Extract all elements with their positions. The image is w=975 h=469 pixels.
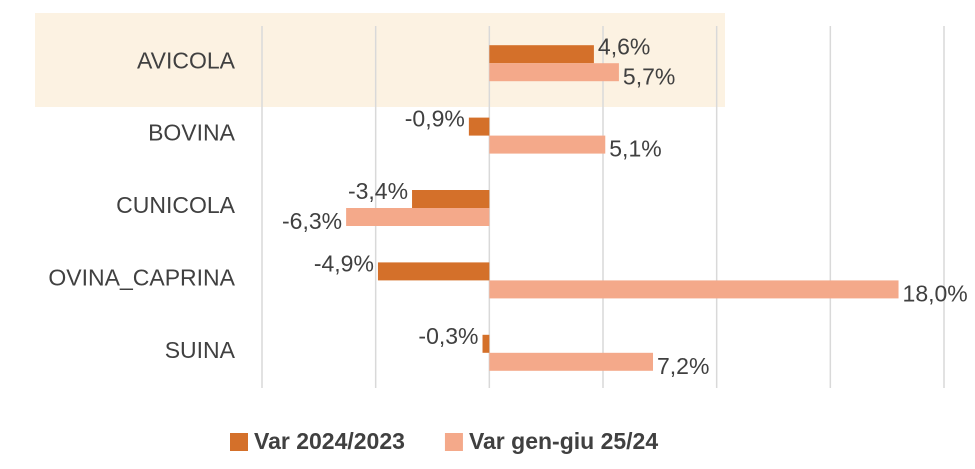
bar [489,352,654,371]
legend-swatch [230,433,248,451]
bar [489,45,594,64]
bar [489,280,899,299]
row-highlight [35,13,725,107]
data-label: 4,6% [598,33,650,59]
bar [468,117,490,136]
bar [489,135,606,154]
legend-label: Var gen-giu 25/24 [469,428,658,454]
y-tick-label: CUNICOLA [116,192,236,218]
bar [377,262,490,281]
bar [346,208,490,226]
data-label: 5,7% [623,63,675,89]
legend-swatch [444,433,463,451]
data-label: -3,4% [348,178,408,204]
data-label: -0,3% [418,323,478,349]
data-label: -6,3% [282,208,342,234]
y-tick-label: BOVINA [148,120,236,146]
bar [412,190,490,208]
y-tick-label: AVICOLA [137,47,236,73]
data-label: 7,2% [657,353,709,379]
data-label: -4,9% [314,250,374,276]
y-tick-label: OVINA_CAPRINA [48,264,235,290]
data-label: 5,1% [609,136,661,162]
data-label: 18,0% [903,280,968,306]
legend-label: Var 2024/2023 [254,428,405,454]
bar [489,63,619,82]
y-tick-label: SUINA [165,337,236,363]
data-label: -0,9% [405,106,465,132]
bar [482,334,490,353]
